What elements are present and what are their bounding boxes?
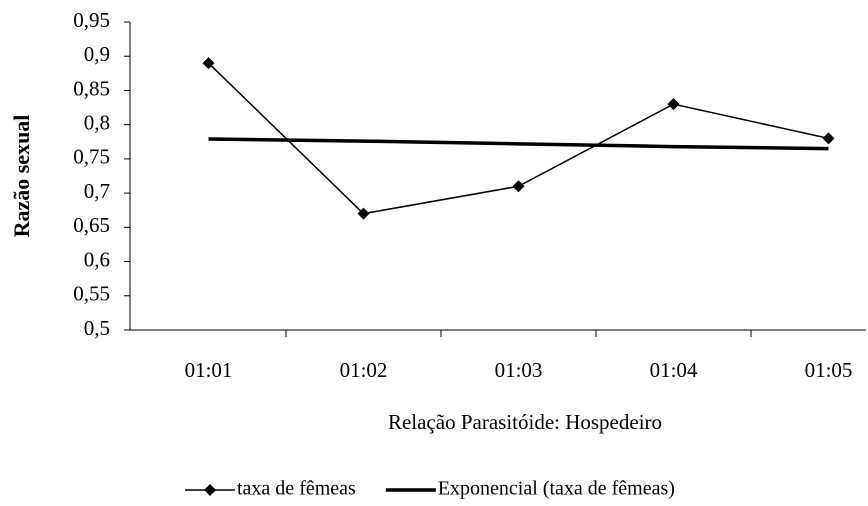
y-tick-label: 0,55 — [73, 282, 110, 306]
data-point — [822, 132, 835, 145]
y-tick-label: 0,75 — [73, 145, 110, 169]
data-point — [667, 98, 680, 111]
x-tick-label: 01:01 — [185, 358, 233, 382]
legend-label: Exponencial (taxa de fêmeas) — [438, 478, 675, 500]
x-tick-label: 01:04 — [650, 358, 698, 382]
y-tick-label: 0,65 — [73, 213, 110, 237]
y-tick-label: 0,6 — [84, 247, 110, 271]
y-tick-label: 0,8 — [84, 110, 110, 134]
x-tick-label: 01:02 — [340, 358, 388, 382]
data-point — [202, 57, 215, 70]
x-tick-label: 01:05 — [805, 358, 853, 382]
legend-marker — [204, 484, 216, 496]
y-tick-label: 0,5 — [84, 316, 110, 340]
y-tick-label: 0,9 — [84, 42, 110, 66]
data-point — [512, 180, 525, 193]
legend-label: taxa de fêmeas — [237, 478, 356, 500]
x-axis-label: Relação Parasitóide: Hospedeiro — [388, 410, 662, 434]
y-tick-label: 0,95 — [73, 8, 110, 32]
series-line — [208, 137, 829, 151]
x-tick-label: 01:03 — [495, 358, 543, 382]
y-tick-label: 0,7 — [84, 179, 110, 203]
data-point — [357, 207, 370, 220]
y-axis-label: Razão sexual — [9, 115, 34, 238]
y-tick-label: 0,85 — [73, 76, 110, 100]
